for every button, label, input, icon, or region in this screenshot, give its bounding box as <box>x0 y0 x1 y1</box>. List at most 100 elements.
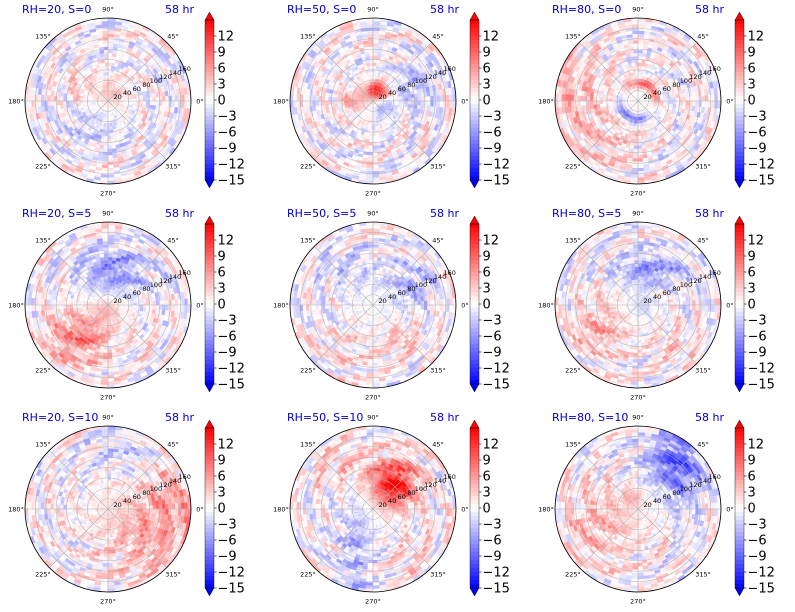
colorbar-segment <box>470 60 479 65</box>
heat-cell <box>419 109 424 115</box>
heat-cell <box>152 53 160 61</box>
heat-cell <box>102 97 106 100</box>
heat-cell <box>629 95 633 98</box>
heat-cell <box>300 52 308 62</box>
heat-cell <box>155 143 163 152</box>
heat-cell <box>174 125 181 134</box>
heat-cell <box>158 157 168 166</box>
heat-cell <box>74 39 82 46</box>
heat-cell <box>624 77 629 82</box>
heat-cell <box>110 98 115 101</box>
heat-cell <box>422 125 429 132</box>
heat-cell <box>661 88 666 93</box>
heat-cell <box>444 120 451 129</box>
heat-cell <box>300 60 307 69</box>
heat-cell <box>639 91 642 96</box>
heat-cell <box>442 126 449 136</box>
heat-cell <box>127 87 132 92</box>
heat-cell <box>139 153 147 160</box>
heat-cell <box>305 88 311 96</box>
heat-cell <box>628 101 632 103</box>
heat-cell <box>362 134 368 140</box>
heat-cell <box>95 53 101 58</box>
heat-cell <box>330 36 339 44</box>
heat-cell <box>417 96 422 102</box>
heat-cell <box>365 24 374 28</box>
heat-cell <box>394 37 402 44</box>
heat-cell <box>154 41 163 50</box>
heat-cell <box>51 110 56 117</box>
heat-cell <box>363 131 368 136</box>
heat-cell <box>141 155 149 163</box>
heat-cell <box>628 98 632 100</box>
heat-cell <box>107 59 112 63</box>
heat-cell <box>118 86 122 90</box>
heat-cell <box>165 72 172 80</box>
heat-cell <box>364 112 368 116</box>
heat-cell <box>642 94 647 98</box>
heat-cell <box>52 57 60 65</box>
heat-cell <box>354 105 359 108</box>
heat-cell <box>101 135 106 140</box>
heat-cell <box>414 121 420 127</box>
heat-cell <box>51 39 60 48</box>
heat-cell <box>649 87 653 91</box>
heat-cell <box>377 40 384 45</box>
heat-cell <box>125 163 133 170</box>
heat-cell <box>334 103 339 108</box>
heat-cell <box>647 108 652 112</box>
heat-cell <box>624 108 629 112</box>
heat-cell <box>635 71 639 76</box>
heat-cell <box>67 167 76 174</box>
heat-cell <box>116 89 121 93</box>
heat-cell <box>359 108 364 112</box>
heat-cell <box>106 113 109 118</box>
heat-cell <box>89 105 94 108</box>
heat-cell <box>69 97 74 102</box>
heat-cell <box>643 104 647 107</box>
heat-cell <box>107 123 111 127</box>
heat-cell <box>96 88 100 93</box>
heat-cell <box>368 142 374 146</box>
heat-cell <box>159 46 168 55</box>
heat-cell <box>624 133 630 139</box>
heat-cell <box>80 109 85 114</box>
heat-cell <box>142 94 147 99</box>
heat-cell <box>364 103 368 106</box>
heat-cell <box>53 76 59 83</box>
heat-cell <box>363 102 368 105</box>
heat-cell <box>621 89 625 94</box>
heat-cell <box>632 72 636 76</box>
heat-cell <box>629 52 635 58</box>
heat-cell <box>445 127 452 137</box>
heat-cell <box>98 101 102 103</box>
heat-cell <box>91 103 96 106</box>
heat-cell <box>311 127 318 135</box>
heat-cell <box>128 89 133 94</box>
heat-cell <box>37 106 43 114</box>
heat-cell <box>649 95 654 98</box>
heat-cell <box>28 107 33 116</box>
heat-cell <box>111 138 116 143</box>
heat-cell <box>157 70 164 77</box>
heat-cell <box>413 107 418 113</box>
heat-cell <box>395 34 404 41</box>
heat-cell <box>363 99 367 101</box>
heat-cell <box>106 84 109 89</box>
heat-cell <box>65 36 74 44</box>
heat-cell <box>325 88 330 94</box>
colorbar-segment <box>470 172 479 177</box>
heat-cell <box>666 100 671 104</box>
heat-cell <box>381 88 385 93</box>
heat-cell <box>401 158 409 166</box>
heat-cell <box>383 86 387 90</box>
heat-cell <box>94 24 102 29</box>
heat-cell <box>413 104 418 110</box>
heat-cell <box>114 102 118 104</box>
heat-cell <box>315 120 322 128</box>
heat-cell <box>324 28 334 36</box>
heat-cell <box>107 135 112 140</box>
heat-cell <box>388 100 393 103</box>
heat-cell <box>359 133 365 139</box>
